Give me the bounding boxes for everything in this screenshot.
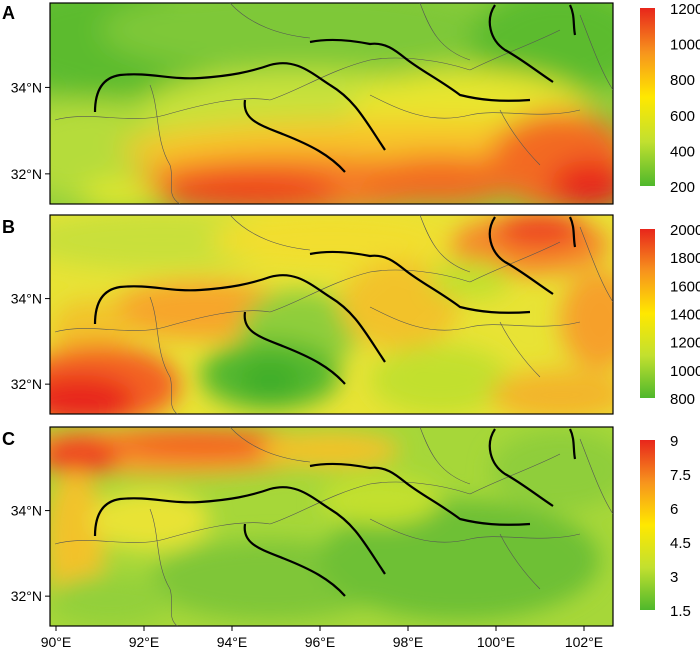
- lat-label: 34°N: [11, 503, 42, 519]
- colorbar-tick-label: 800: [670, 391, 695, 408]
- admin-boundaries: [54, 3, 613, 204]
- panel-c: C: [2, 426, 614, 627]
- lat-label: 34°N: [11, 291, 42, 307]
- lon-label: 98°E: [393, 634, 424, 650]
- colorbar-tick-label: 400: [670, 143, 695, 160]
- lat-label: 32°N: [11, 376, 42, 392]
- colorbar-tick-label: 1800: [670, 250, 700, 267]
- panel-b: B: [2, 214, 614, 415]
- lat-label: 32°N: [11, 166, 42, 182]
- panel-a: A: [2, 2, 614, 205]
- colorbar-c: [640, 440, 655, 610]
- admin-boundaries: [54, 427, 613, 626]
- latitude-axis: 34°N 32°N 34°N 32°N 34°N 32°N: [11, 79, 50, 604]
- lat-label: 34°N: [11, 79, 42, 95]
- colorbar-tick-label: 200: [670, 179, 695, 196]
- map-frame: [49, 426, 614, 627]
- lon-label: 102°E: [565, 634, 603, 650]
- rivers: [93, 216, 577, 385]
- heatmap-surface: [50, 3, 613, 204]
- panel-letter: B: [2, 217, 15, 237]
- lon-label: 96°E: [305, 634, 336, 650]
- longitude-axis: 90°E 92°E 94°E 96°E 98°E 100°E 102°E: [41, 626, 603, 650]
- colorbar-tick-label: 6: [670, 501, 678, 518]
- colorbars: 1200 1000 800 600 400 200 2000 1800 1600 1400 1200…: [640, 1, 700, 620]
- colorbar-tick-label: 7.5: [670, 467, 691, 484]
- colorbar-tick-label: 1000: [670, 363, 700, 380]
- lon-label: 90°E: [41, 634, 72, 650]
- colorbar-tick-label: 1600: [670, 278, 700, 295]
- map-frame: [49, 214, 614, 415]
- admin-boundaries: [54, 215, 613, 414]
- colorbar-a: [640, 8, 655, 186]
- map-frame: [49, 2, 614, 205]
- heatmap-surface: [50, 427, 613, 626]
- lon-label: 94°E: [217, 634, 248, 650]
- lon-label: 100°E: [477, 634, 515, 650]
- rivers: [93, 428, 577, 597]
- rivers: [93, 4, 577, 173]
- colorbar-tick-label: 1.5: [670, 603, 691, 620]
- colorbar-tick-label: 1000: [670, 37, 700, 54]
- colorbar-tick-label: 600: [670, 108, 695, 125]
- panel-letter: C: [2, 429, 15, 449]
- colorbar-tick-label: 1200: [670, 335, 700, 352]
- colorbar-tick-label: 4.5: [670, 535, 691, 552]
- colorbar-tick-label: 1400: [670, 307, 700, 324]
- colorbar-tick-label: 3: [670, 569, 678, 586]
- colorbar-tick-label: 1200: [670, 1, 700, 18]
- colorbar-b: [640, 229, 655, 398]
- colorbar-tick-label: 9: [670, 433, 678, 450]
- colorbar-tick-label: 2000: [670, 222, 700, 239]
- panel-letter: A: [2, 3, 15, 23]
- lon-label: 92°E: [129, 634, 160, 650]
- heatmap-surface: [50, 215, 613, 414]
- colorbar-tick-label: 800: [670, 72, 695, 89]
- lat-label: 32°N: [11, 588, 42, 604]
